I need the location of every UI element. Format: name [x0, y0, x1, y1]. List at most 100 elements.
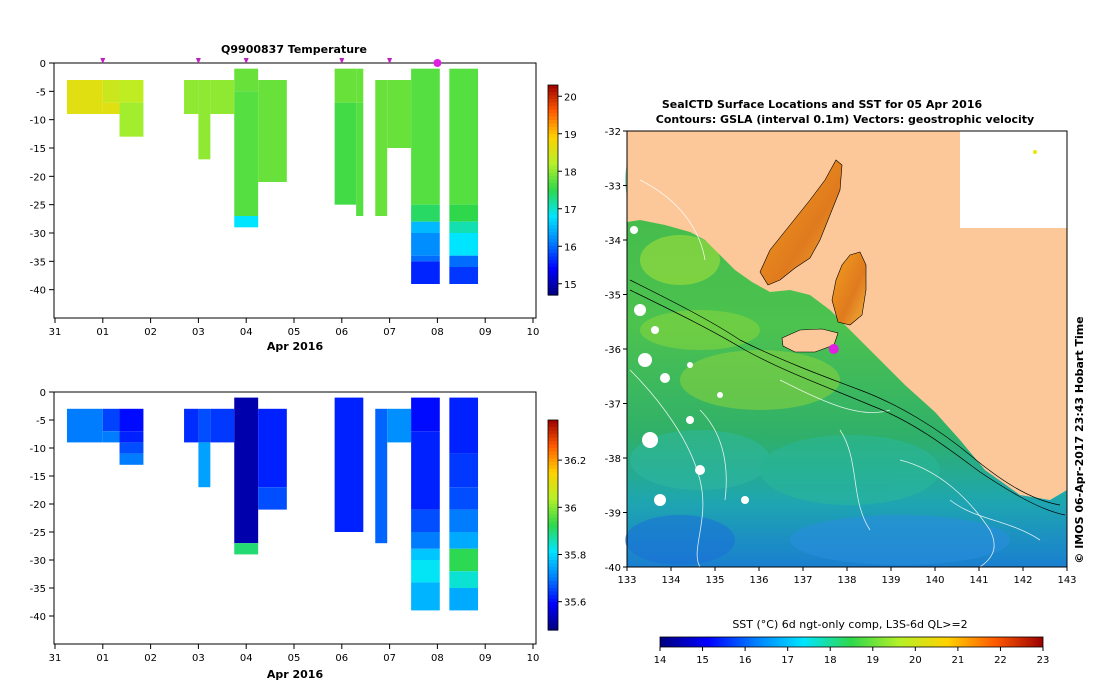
profile-cell [449, 571, 479, 588]
x-tick-label: 02 [144, 327, 157, 338]
colorbar-segment [548, 127, 558, 132]
profile-cell [449, 453, 479, 488]
x-tick-label: 03 [192, 653, 205, 664]
colorbar-segment [548, 497, 558, 502]
profile-cell [210, 80, 235, 114]
profile-cell [375, 408, 388, 544]
colorbar-segment [548, 137, 558, 142]
colorbar-segment [548, 532, 558, 537]
x-tick-label: 07 [383, 327, 396, 338]
profile-cell [449, 233, 479, 256]
colorbar-tick-label: 15 [564, 280, 577, 291]
colorbar-tick-label: 36 [564, 503, 577, 514]
profile-cell [411, 560, 440, 583]
profile-cell [198, 80, 211, 114]
colorbar-segment [548, 102, 558, 107]
colorbar-segment [548, 528, 558, 533]
colorbar-segment [548, 493, 558, 498]
colorbar-segment [548, 535, 558, 540]
profile-cell [102, 80, 120, 103]
colorbar-segment [548, 197, 558, 202]
profile-cell [334, 102, 357, 205]
colorbar-segment [548, 423, 558, 428]
colorbar-segment [548, 444, 558, 449]
salinity-cells [66, 397, 479, 611]
colorbar-segment [548, 172, 558, 177]
colorbar-segment [548, 602, 558, 607]
y-tick-label: 0 [40, 388, 46, 399]
profile-cell [119, 408, 144, 432]
colorbar-segment [548, 179, 558, 184]
colorbar-segment [548, 162, 558, 167]
profile-cell [210, 408, 235, 443]
colorbar-segment [548, 144, 558, 149]
colorbar-segment [548, 176, 558, 181]
y-tick-label: -25 [30, 201, 46, 212]
colorbar-segment [548, 542, 558, 547]
colorbar-segment [548, 525, 558, 530]
profile-cell [411, 431, 440, 510]
colorbar-tick-label: 35.8 [564, 550, 586, 561]
colorbar-segment [548, 581, 558, 586]
y-tick-label: -20 [30, 172, 46, 183]
colorbar-segment [548, 500, 558, 505]
sst-colorbar-tick-label: 15 [696, 655, 709, 666]
colorbar-segment [548, 106, 558, 111]
spencer-gulf [759, 159, 843, 286]
cloud-gaps [630, 226, 749, 506]
profile-cell [449, 487, 479, 510]
profile-cell [449, 532, 479, 549]
profile-cell [411, 261, 440, 284]
profile-cell [234, 68, 259, 92]
profile-cell [102, 102, 120, 114]
profile-cell [411, 233, 440, 256]
colorbar-segment [548, 130, 558, 135]
profile-cell [198, 442, 211, 488]
colorbar-segment [548, 430, 558, 435]
colorbar-segment [548, 242, 558, 247]
profile-cell [411, 397, 440, 432]
lon-tick-label: 142 [1013, 575, 1032, 586]
lon-tick-label: 133 [617, 575, 636, 586]
x-tick-label: 31 [49, 327, 62, 338]
colorbar-tick-label: 35.6 [564, 598, 586, 609]
colorbar-segment [548, 626, 558, 631]
x-tick-label: 31 [49, 653, 62, 664]
colorbar-segment [548, 85, 558, 90]
colorbar-segment [548, 256, 558, 261]
no-data-area [960, 131, 1067, 228]
colorbar-segment [548, 204, 558, 209]
colorbar-tick-label: 20 [564, 92, 577, 103]
profile-cell [411, 255, 440, 262]
sst-colorbar-tick-label: 19 [866, 655, 879, 666]
colorbar-segment [548, 553, 558, 558]
profile-cell [198, 114, 211, 160]
x-tick-label: 10 [527, 327, 540, 338]
profile-cell [184, 408, 199, 443]
colorbar-segment [548, 155, 558, 160]
profile-cell [411, 68, 440, 205]
colorbar-segment [548, 560, 558, 565]
y-tick-label: -30 [30, 229, 46, 240]
lat-tick-label: -39 [605, 509, 621, 520]
colorbar-segment [548, 511, 558, 516]
y-tick-label: -40 [30, 286, 46, 297]
profile-cell [449, 221, 479, 233]
y-tick-label: -5 [36, 416, 46, 427]
profile-cell [411, 532, 440, 549]
colorbar-segment [548, 186, 558, 191]
x-tick-label: 04 [240, 327, 253, 338]
temperature-y-axis: 0 -5 -10 -15 -20 -25 -30 -35 -40 [30, 59, 54, 297]
profile-cell [184, 80, 199, 114]
y-tick-label: -5 [36, 87, 46, 98]
colorbar-segment [548, 249, 558, 254]
colorbar-segment [548, 232, 558, 237]
temperature-plot-frame [53, 62, 537, 319]
profile-cell [449, 509, 479, 532]
profile-marker [100, 58, 106, 64]
y-tick-label: -40 [30, 612, 46, 623]
colorbar-segment [548, 113, 558, 118]
y-tick-label: -35 [30, 584, 46, 595]
y-tick-label: -20 [30, 500, 46, 511]
lat-tick-label: -35 [605, 291, 621, 302]
